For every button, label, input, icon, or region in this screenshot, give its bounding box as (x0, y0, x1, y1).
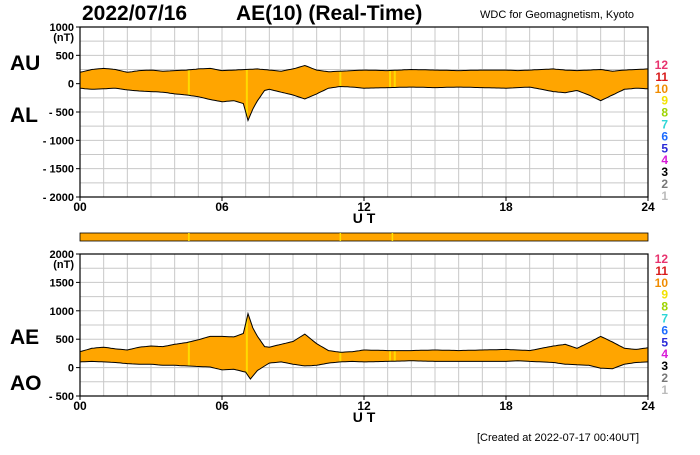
x-tick-label: 12 (357, 399, 371, 413)
y-tick-label: - 1000 (43, 135, 74, 147)
station-strip (79, 232, 649, 242)
upper-legend-10: 10 (655, 82, 669, 96)
y-tick-label: 1500 (50, 277, 74, 289)
lower-legend-4: 4 (661, 347, 668, 361)
upper-legend-6: 6 (661, 129, 668, 143)
created-timestamp: [Created at 2022-07-17 00:40UT] (477, 432, 640, 444)
y-tick-label: - 1500 (43, 164, 74, 176)
lower-legend-8: 8 (661, 300, 668, 314)
x-tick-label: 06 (215, 200, 229, 214)
upper-legend-11: 11 (655, 70, 668, 84)
institution-label: WDC for Geomagnetism, Kyoto (480, 9, 635, 21)
y-tick-label: 500 (56, 334, 74, 346)
x-axis-label: U T (353, 409, 376, 425)
x-tick-label: 12 (357, 200, 371, 214)
series-au-line (79, 64, 649, 73)
x-tick-label: 06 (215, 399, 229, 413)
y-tick-label: 0 (68, 363, 74, 375)
plot-date: 2022/07/16 (82, 2, 188, 25)
x-tick-label: 18 (499, 399, 513, 413)
y-tick-label: - 500 (49, 391, 74, 403)
upper-legend-2: 2 (661, 177, 668, 191)
lower-legend-12: 12 (655, 252, 669, 266)
lower-legend-6: 6 (661, 323, 668, 337)
x-tick-label: 18 (499, 200, 513, 214)
upper-legend-8: 8 (661, 106, 668, 120)
au-label: AU (10, 52, 41, 75)
y-tick-label: 1000 (50, 22, 74, 34)
x-tick-label: 00 (73, 399, 87, 413)
y-tick-label: - 2000 (43, 192, 74, 204)
x-axis-label: U T (353, 210, 376, 226)
lower-legend-7: 7 (661, 312, 668, 326)
y-units-label: (nT) (53, 259, 74, 271)
upper-legend-5: 5 (661, 141, 668, 155)
y-units-label: (nT) (53, 32, 74, 44)
lower-legend-3: 3 (661, 359, 668, 373)
al-label: AL (10, 104, 38, 127)
x-tick-label: 24 (641, 399, 655, 413)
y-tick-label: 2000 (50, 249, 74, 261)
x-tick-label: 00 (73, 200, 87, 214)
series-al-line (79, 85, 649, 123)
upper-legend-12: 12 (655, 58, 669, 72)
ae-label: AE (10, 326, 40, 349)
upper-legend-3: 3 (661, 165, 668, 179)
lower-legend-10: 10 (655, 276, 669, 290)
y-tick-label: 0 (68, 79, 74, 91)
plot-title: AE(10) (Real-Time) (236, 2, 423, 25)
lower-legend-2: 2 (661, 371, 668, 385)
ae-ao-band (80, 313, 648, 379)
ao-label: AO (10, 372, 42, 395)
lower-legend-9: 9 (661, 288, 668, 302)
lower-legend-1: 1 (661, 383, 668, 397)
upper-legend-4: 4 (661, 153, 668, 167)
lower-legend-5: 5 (661, 335, 668, 349)
upper-legend-1: 1 (661, 189, 668, 203)
series-ae-line (79, 311, 649, 353)
y-tick-label: 1000 (50, 306, 74, 318)
au-al-band (80, 65, 648, 121)
upper-legend-9: 9 (661, 94, 668, 108)
lower-legend-11: 11 (655, 264, 668, 278)
y-tick-label: 500 (56, 50, 74, 62)
x-tick-label: 24 (641, 200, 655, 214)
upper-legend-7: 7 (661, 118, 668, 132)
y-tick-label: - 500 (49, 107, 74, 119)
series-ao-line (79, 360, 649, 380)
